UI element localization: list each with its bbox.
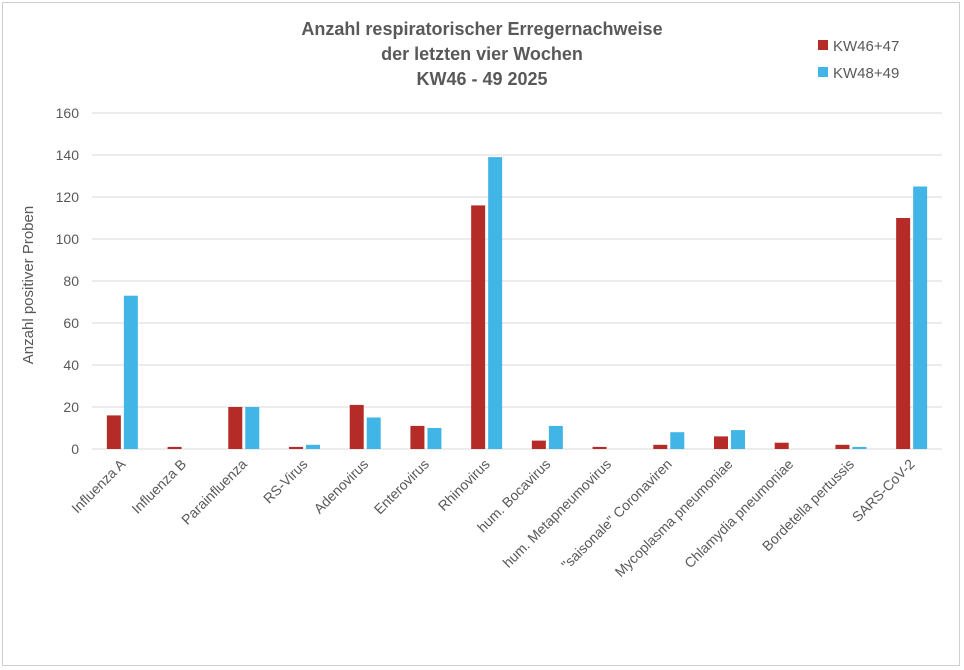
- legend-label-kw48-49: KW48+49: [833, 65, 899, 82]
- legend: KW46+47 KW48+49: [818, 38, 899, 82]
- x-category-label: RS-Virus: [260, 456, 311, 507]
- bar-kw46-47-11: [774, 442, 789, 449]
- legend-swatch-kw48-49: [818, 67, 828, 77]
- bar-kw46-47-8: [592, 446, 607, 449]
- x-category-label: Influenza B: [128, 456, 189, 517]
- legend-label-kw46-47: KW46+47: [833, 38, 899, 55]
- bar-kw48-49-0: [123, 295, 138, 449]
- y-tick-label: 20: [63, 399, 79, 415]
- bar-kw48-49-5: [427, 428, 442, 449]
- x-category-label: Enterovirus: [371, 456, 432, 517]
- chart-title: Anzahl respiratorischer Erregernachweise…: [301, 19, 662, 89]
- bar-kw46-47-3: [289, 446, 303, 449]
- bar-kw46-47-6: [471, 205, 486, 449]
- legend-swatch-kw46-47: [818, 40, 828, 50]
- bar-kw48-49-7: [548, 425, 563, 449]
- chart-title-line-3: KW46 - 49 2025: [416, 69, 547, 89]
- y-axis-title: Anzahl positiver Proben: [20, 206, 37, 364]
- y-tick-label: 160: [56, 105, 80, 121]
- chart-title-line-1: Anzahl respiratorischer Erregernachweise: [301, 19, 662, 39]
- y-tick-label: 140: [56, 147, 80, 163]
- bar-kw48-49-3: [306, 444, 320, 449]
- bar-kw46-47-4: [349, 404, 364, 449]
- y-tick-label: 40: [63, 357, 79, 373]
- x-category-label: Parainfluenza: [178, 456, 250, 528]
- bar-kw48-49-10: [731, 430, 745, 449]
- x-category-label: Mycoplasma pneumoniae: [612, 456, 736, 580]
- bar-kw46-47-12: [835, 444, 850, 449]
- x-category-label: Rhinovirus: [435, 456, 493, 514]
- y-tick-label: 100: [56, 231, 80, 247]
- bar-kw48-49-12: [852, 446, 867, 449]
- bar-kw48-49-4: [366, 417, 381, 449]
- x-category-label: SARS-CoV-2: [849, 456, 918, 525]
- x-category-label: Influenza A: [68, 455, 129, 516]
- bar-kw46-47-9: [653, 444, 668, 449]
- bar-kw46-47-13: [896, 218, 911, 449]
- bar-kw46-47-0: [106, 415, 121, 449]
- x-category-label: hum. Metapneumovirus: [499, 456, 614, 571]
- bar-kw48-49-6: [488, 157, 503, 449]
- bar-kw48-49-9: [670, 432, 685, 449]
- chart-title-line-2: der letzten vier Wochen: [381, 44, 583, 64]
- y-tick-label: 80: [63, 273, 79, 289]
- gridlines: [92, 112, 942, 450]
- bar-kw46-47-2: [228, 407, 243, 449]
- bar-kw48-49-2: [245, 407, 260, 449]
- x-category-label: Chlamydia pneumoniae: [681, 456, 796, 571]
- bars: [106, 157, 928, 449]
- bar-kw46-47-5: [410, 425, 425, 449]
- x-category-label: "saisonale" Coronaviren: [558, 456, 675, 573]
- y-tick-label: 60: [63, 315, 79, 331]
- x-category-label: Adenovirus: [310, 456, 371, 517]
- y-tick-label: 0: [71, 441, 79, 457]
- y-tick-label: 120: [56, 189, 80, 205]
- bar-kw46-47-1: [167, 446, 182, 449]
- bar-kw46-47-7: [531, 440, 546, 449]
- bar-kw46-47-10: [714, 436, 728, 449]
- y-axis-ticks: 0 20 40 60 80 100 120 140 160: [56, 105, 80, 457]
- bar-kw48-49-13: [913, 186, 928, 449]
